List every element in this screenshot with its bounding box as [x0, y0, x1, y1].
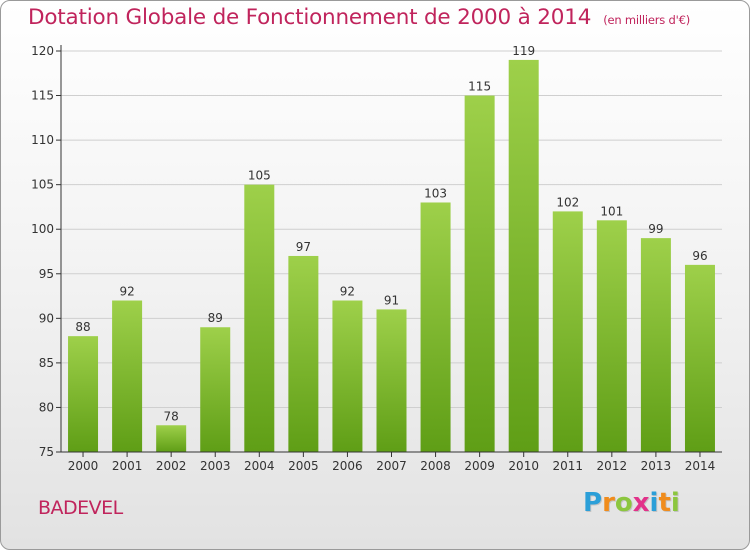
bar-value-label: 103	[424, 186, 447, 200]
x-tick-label: 2005	[288, 459, 319, 473]
bar	[684, 264, 715, 452]
logo-letter: i	[649, 488, 659, 518]
y-tick-label: 75	[39, 445, 54, 459]
y-tick-label: 80	[39, 400, 54, 414]
logo-letter: P	[583, 488, 603, 518]
bar-value-label: 92	[340, 285, 355, 299]
bar-value-label: 99	[648, 222, 663, 236]
x-tick-label: 2014	[685, 459, 716, 473]
bars	[68, 59, 715, 453]
x-tick-label: 2006	[332, 459, 363, 473]
logo-letter: t	[658, 488, 671, 518]
y-tick-label: 110	[31, 133, 54, 147]
x-tick-label: 2002	[156, 459, 187, 473]
axes	[56, 45, 722, 457]
x-tick-label: 2001	[112, 459, 143, 473]
bar	[288, 255, 319, 452]
bar	[596, 220, 627, 452]
x-tick-label: 2000	[68, 459, 99, 473]
bar	[156, 425, 187, 452]
bar	[552, 211, 583, 452]
x-tick-label: 2009	[464, 459, 495, 473]
bar	[244, 184, 275, 452]
x-tick-label: 2004	[244, 459, 275, 473]
bar-value-label: 102	[556, 195, 579, 209]
bar	[376, 309, 407, 452]
chart-title: Dotation Globale de Fonctionnement de 20…	[28, 5, 690, 30]
bar	[464, 95, 495, 453]
y-tick-label: 120	[31, 44, 54, 58]
y-tick-label: 95	[39, 267, 54, 281]
logo-letter: x	[632, 488, 650, 518]
labels: 75 80 85 90 95 100 105 110 115 120 88 2000 92 2001 78 2…	[31, 44, 715, 473]
bar-value-label: 92	[119, 285, 134, 299]
bar	[508, 59, 539, 453]
bar-value-label: 97	[296, 240, 311, 254]
chart-subtitle: (en milliers d'€)	[603, 13, 690, 27]
bar-value-label: 101	[600, 204, 623, 218]
bar	[200, 327, 231, 452]
y-tick-label: 115	[31, 89, 54, 103]
y-tick-label: 100	[31, 222, 54, 236]
bar-value-label: 96	[692, 249, 707, 263]
logo-letter: i	[670, 488, 680, 518]
proxiti-logo: Proxiti	[583, 488, 680, 518]
y-tick-label: 85	[39, 356, 54, 370]
bar-value-label: 119	[512, 44, 535, 58]
x-tick-label: 2007	[376, 459, 407, 473]
bar-value-label: 105	[248, 169, 271, 183]
bar	[640, 238, 671, 452]
logo-letter: o	[614, 488, 633, 518]
x-tick-label: 2010	[508, 459, 539, 473]
x-tick-label: 2011	[552, 459, 583, 473]
bar-value-label: 88	[75, 320, 90, 334]
bar-value-label: 78	[164, 409, 179, 423]
x-tick-label: 2013	[641, 459, 672, 473]
bar	[68, 336, 99, 452]
place-name: BADEVEL	[38, 497, 123, 519]
bar-value-label: 115	[468, 80, 491, 94]
y-tick-label: 90	[39, 311, 54, 325]
bar-value-label: 91	[384, 293, 399, 307]
bar-value-label: 89	[208, 311, 223, 325]
chart-title-main: Dotation Globale de Fonctionnement de 20…	[28, 5, 592, 30]
bar	[332, 300, 363, 452]
x-tick-label: 2003	[200, 459, 231, 473]
logo-letter: r	[602, 488, 615, 518]
x-tick-label: 2012	[597, 459, 628, 473]
bar	[112, 300, 143, 452]
y-tick-label: 105	[31, 178, 54, 192]
bar	[420, 202, 451, 452]
x-tick-label: 2008	[420, 459, 451, 473]
